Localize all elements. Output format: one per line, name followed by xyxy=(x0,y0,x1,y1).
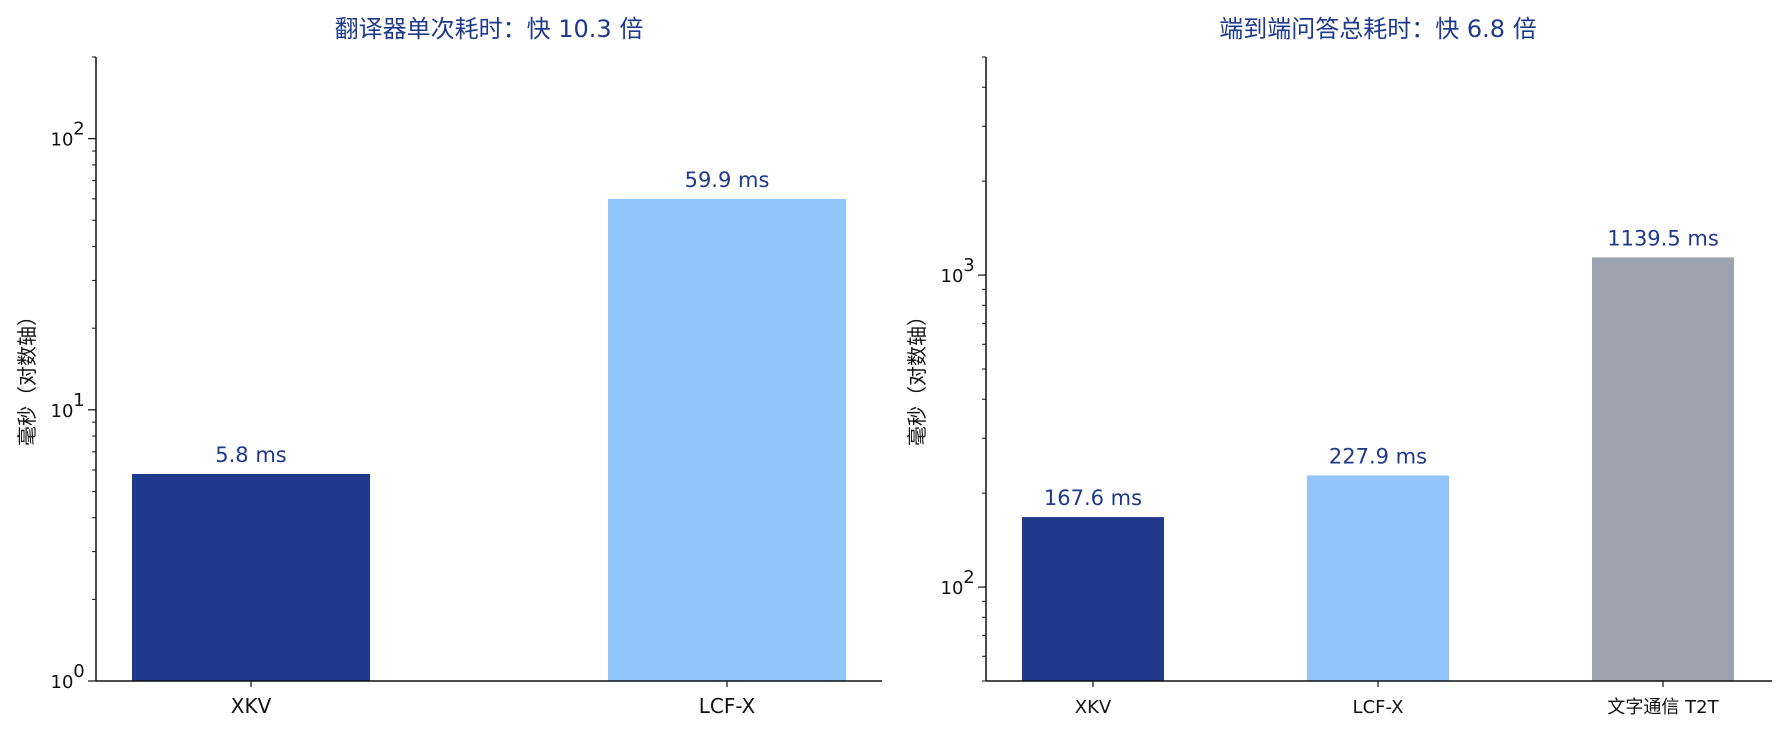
chart-right-y-tick-exponent-2: 3 xyxy=(963,255,974,276)
chart-right-bar-value-label-2: 227.9 ms xyxy=(1329,444,1427,468)
chart-left-y-tick-label-3: 10 xyxy=(51,130,74,151)
chart-left-title: 翻译器单次耗时：快 10.3 倍 xyxy=(335,15,644,43)
chart-right-x-ticks: XKV LCF-X 文字通信 T2T xyxy=(1075,681,1720,718)
chart-left-x-tick-label-1: XKV xyxy=(231,694,272,718)
chart-left-bars: 5.8 ms 59.9 ms xyxy=(132,168,846,681)
chart-right-bar-value-label-3: 1139.5 ms xyxy=(1607,226,1719,250)
chart-left-x-ticks: XKV LCF-X xyxy=(231,681,756,718)
chart-right-x-tick-label-1: XKV xyxy=(1075,697,1112,718)
chart-left-y-tick-label-1: 10 xyxy=(51,672,74,693)
chart-right-bar-1 xyxy=(1022,517,1164,681)
chart-right-bars: 167.6 ms 227.9 ms 1139.5 ms xyxy=(1022,226,1734,681)
chart-right-bar-2 xyxy=(1307,475,1449,681)
chart-left-bar-2 xyxy=(608,198,846,681)
chart-left: 翻译器单次耗时：快 10.3 倍 毫秒（对数轴） 5.8 ms 59.9 ms 1… xyxy=(15,15,882,718)
chart-left-y-tick-exponent-2: 1 xyxy=(73,390,84,411)
chart-right-x-tick-label-2: LCF-X xyxy=(1353,697,1404,718)
chart-left-x-tick-label-2: LCF-X xyxy=(699,694,756,718)
chart-right: 端到端问答总耗时：快 6.8 倍 毫秒（对数轴） 167.6 ms 227.9 m… xyxy=(905,15,1772,718)
chart-left-ylabel: 毫秒（对数轴） xyxy=(15,306,39,446)
chart-left-bar-1 xyxy=(132,473,370,681)
chart-right-y-tick-label-1: 10 xyxy=(941,578,964,599)
chart-right-ylabel: 毫秒（对数轴） xyxy=(905,306,929,446)
chart-left-bar-value-label-2: 59.9 ms xyxy=(685,168,770,192)
chart-left-y-tick-label-2: 10 xyxy=(51,401,74,422)
chart-right-y-tick-exponent-1: 2 xyxy=(963,567,974,588)
chart-left-y-tick-exponent-1: 0 xyxy=(73,661,84,682)
chart-right-y-tick-label-2: 10 xyxy=(941,266,964,287)
chart-right-title: 端到端问答总耗时：快 6.8 倍 xyxy=(1219,15,1536,43)
chart-left-bar-value-label-1: 5.8 ms xyxy=(215,443,286,467)
chart-right-bar-3 xyxy=(1592,257,1734,681)
chart-left-y-tick-exponent-3: 2 xyxy=(73,119,84,140)
chart-right-x-tick-label-3: 文字通信 T2T xyxy=(1607,697,1719,718)
chart-right-bar-value-label-1: 167.6 ms xyxy=(1044,486,1142,510)
